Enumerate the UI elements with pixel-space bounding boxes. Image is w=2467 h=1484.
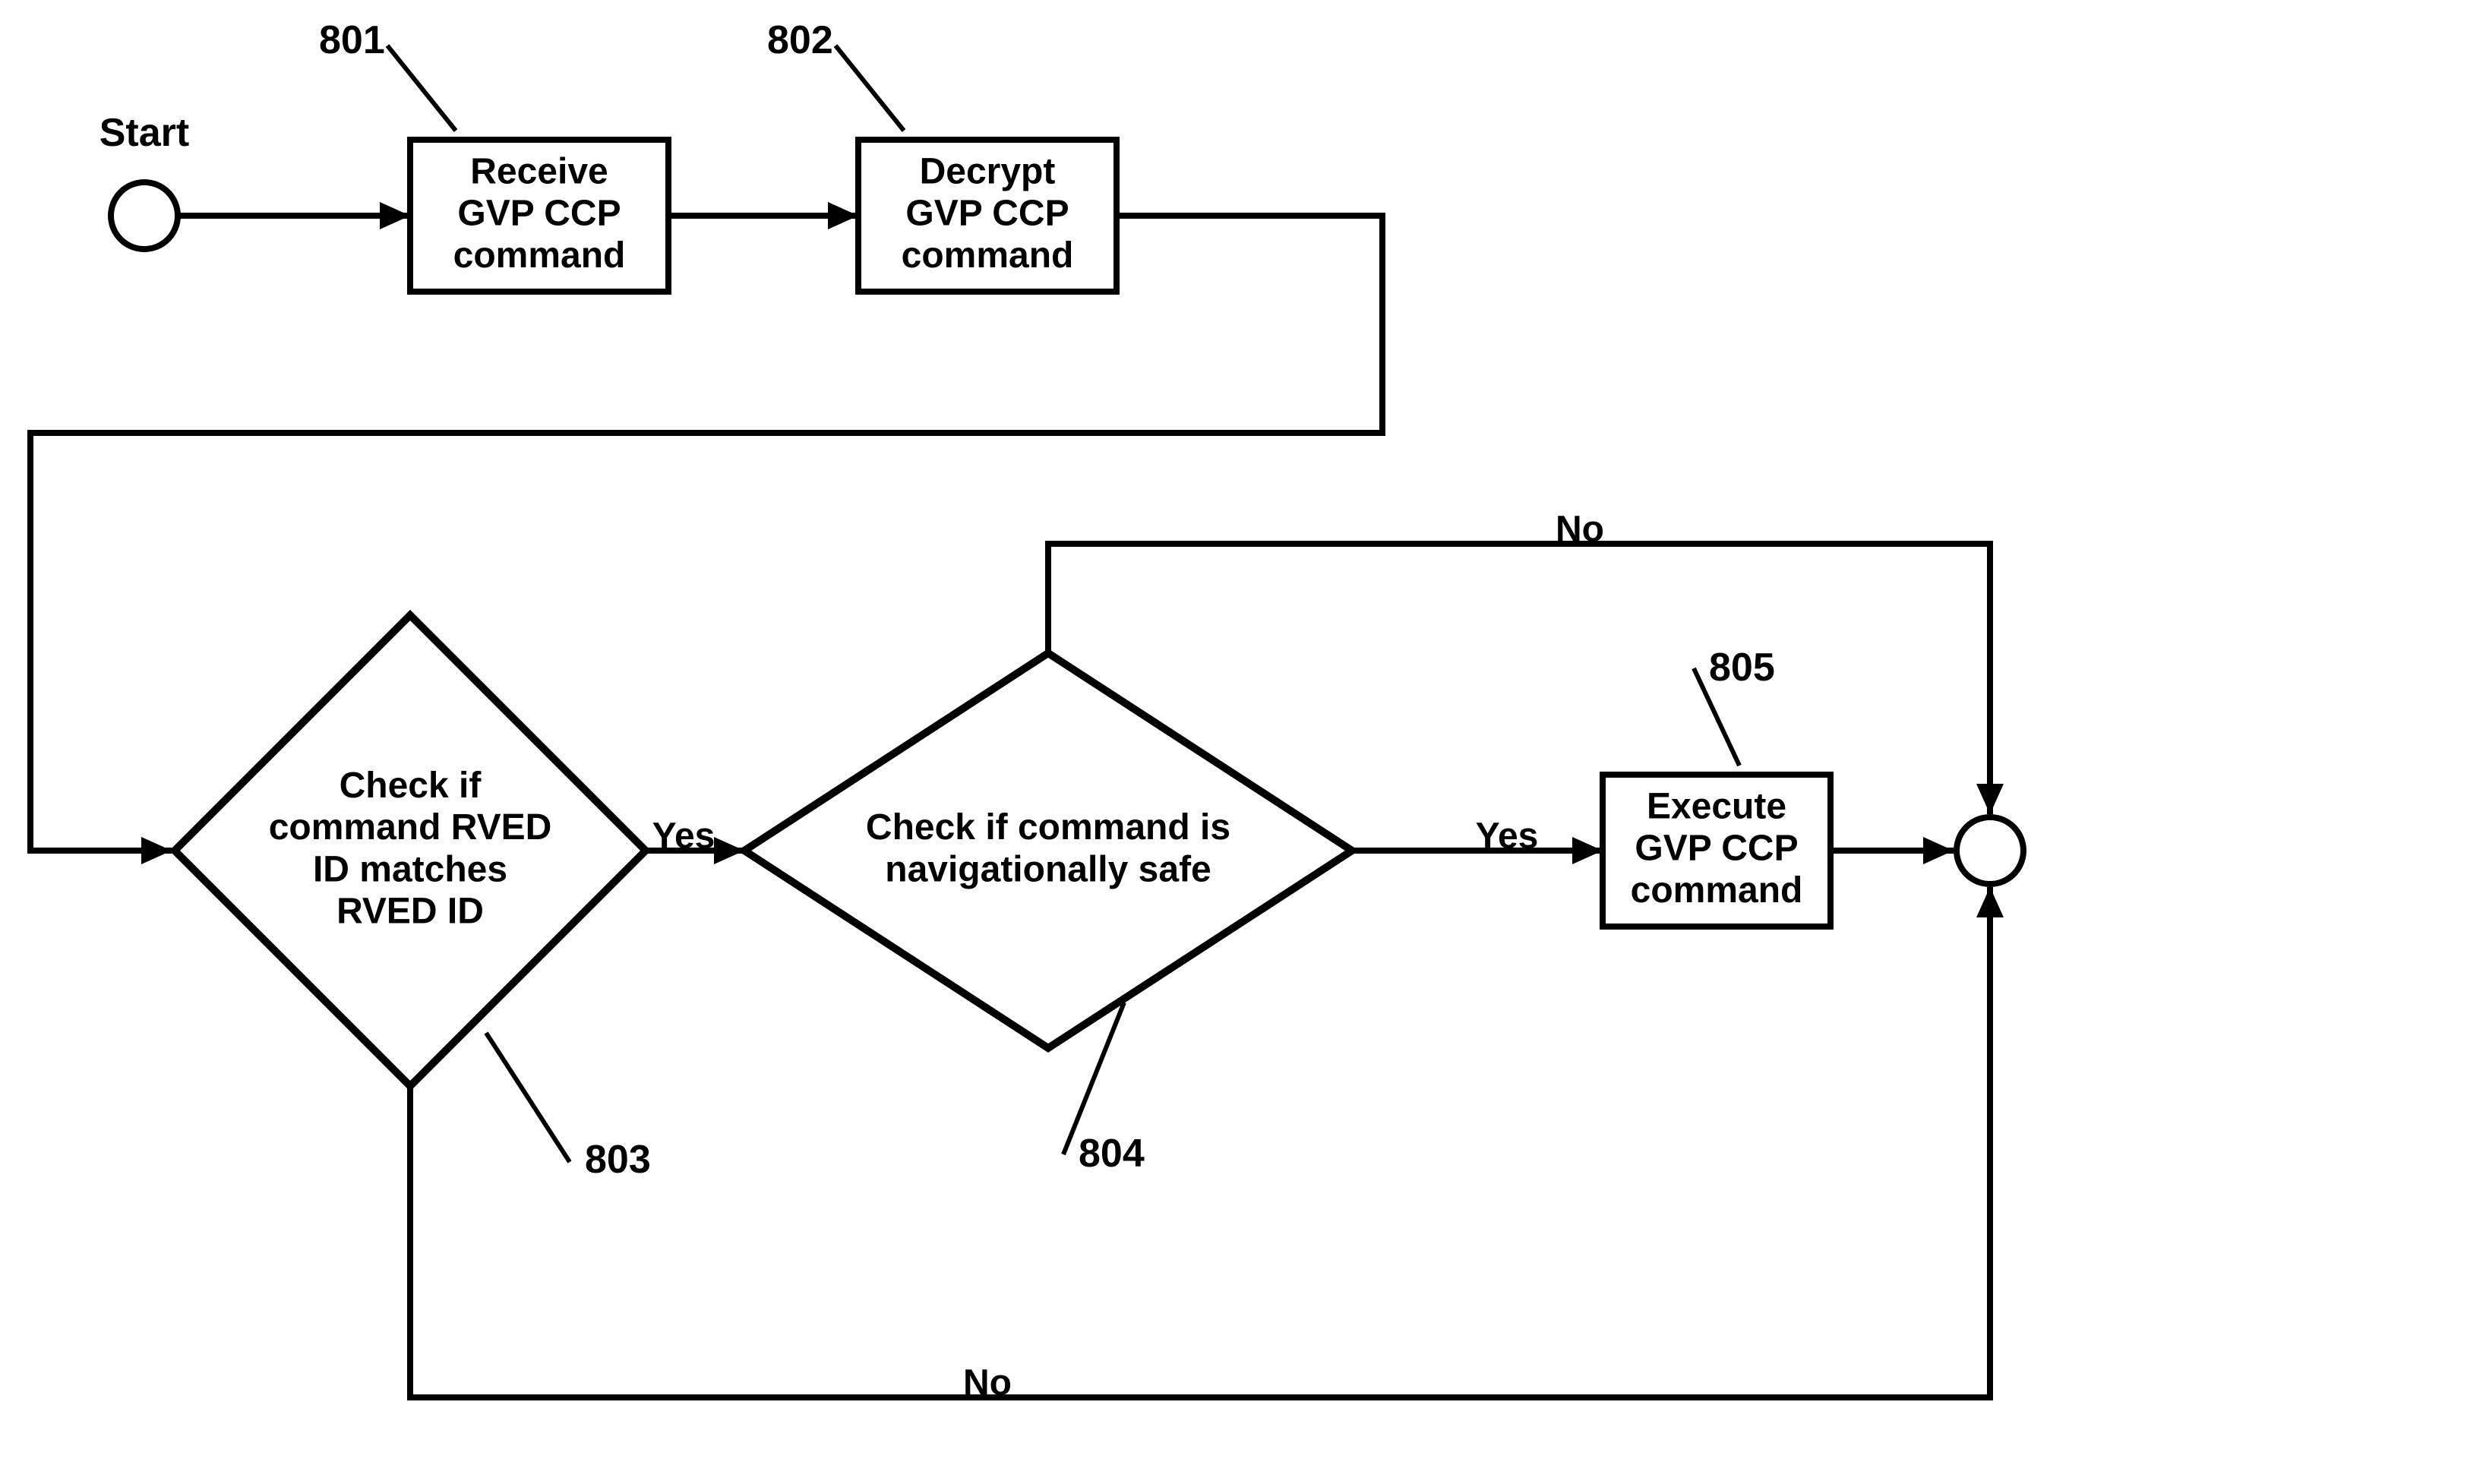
- decision-n803-text-line: ID matches: [313, 849, 507, 889]
- edge-label: No: [1556, 510, 1604, 550]
- process-n805-text: ExecuteGVP CCPcommand: [1631, 786, 1803, 910]
- decision-n804-text-line: navigationally safe: [885, 849, 1211, 889]
- arrowhead: [380, 202, 410, 229]
- process-n805-text-line: Execute: [1647, 786, 1786, 826]
- ref-label-802: 802: [767, 18, 833, 62]
- edge-label: Yes: [652, 816, 715, 857]
- process-n801-text-line: Receive: [470, 151, 608, 191]
- decision-n804-text-line: Check if command is: [866, 807, 1230, 848]
- process-n802-text: DecryptGVP CCPcommand: [902, 151, 1074, 275]
- ref-label-801: 801: [319, 18, 385, 62]
- ref-label-804: 804: [1079, 1132, 1145, 1176]
- ref-label-805: 805: [1709, 646, 1775, 690]
- arrowhead: [1572, 837, 1603, 864]
- process-n805-text-line: GVP CCP: [1635, 829, 1798, 869]
- process-n801-text-line: command: [453, 235, 626, 276]
- process-n802-text-line: Decrypt: [920, 151, 1056, 191]
- decision-n803-text-line: command RVED: [269, 807, 552, 848]
- ref-leader-801: [387, 46, 456, 131]
- flowchart-canvas: YesYesNoNoStartReceiveGVP CCPcommand801D…: [0, 0, 2467, 1484]
- ref-leader-802: [835, 46, 904, 131]
- edge-label: No: [963, 1363, 1012, 1403]
- ref-label-803: 803: [585, 1138, 651, 1182]
- arrowhead: [141, 837, 172, 864]
- decision-n803-text-line: Check if: [340, 766, 482, 806]
- arrowhead: [1976, 784, 2004, 814]
- decision-n803-text-line: RVED ID: [336, 891, 484, 931]
- start-label: Start: [100, 111, 189, 155]
- arrowhead: [828, 202, 858, 229]
- arrowhead: [1976, 887, 2004, 917]
- process-n801-text-line: GVP CCP: [457, 194, 621, 234]
- process-n801-text: ReceiveGVP CCPcommand: [453, 151, 626, 275]
- start-node: [111, 182, 178, 249]
- process-n802-text-line: GVP CCP: [905, 194, 1069, 234]
- ref-leader-803: [486, 1033, 570, 1162]
- process-n802-text-line: command: [902, 235, 1074, 276]
- edge-label: Yes: [1476, 816, 1539, 857]
- process-n805-text-line: command: [1631, 870, 1803, 911]
- end-node: [1957, 817, 2023, 884]
- arrowhead: [1923, 837, 1954, 864]
